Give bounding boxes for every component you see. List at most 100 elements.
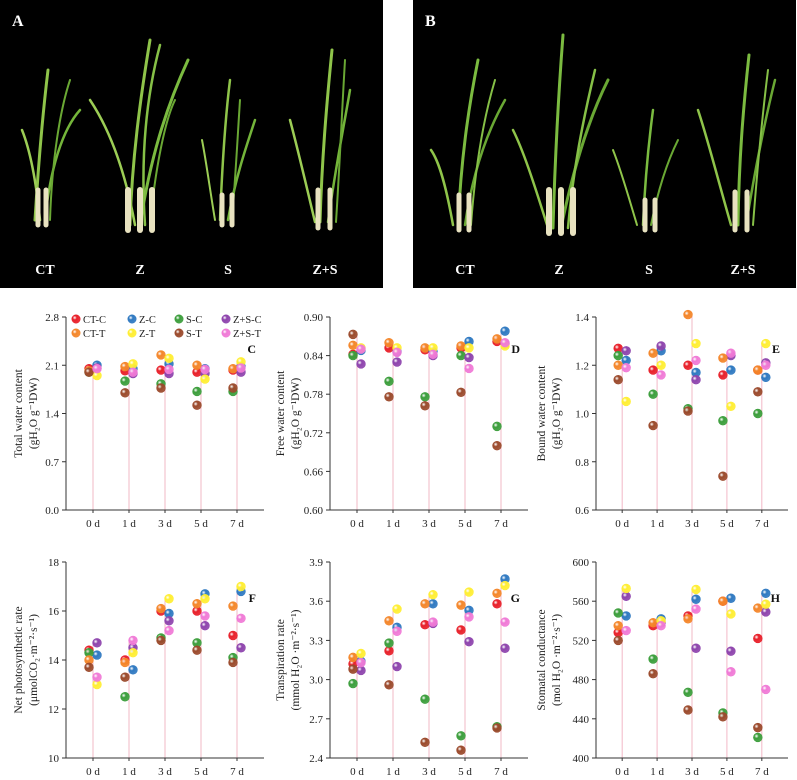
legend-label: CT-T — [83, 329, 106, 340]
data-point-zpluss-t — [356, 344, 366, 354]
y-tick-label: 3.0 — [309, 675, 323, 687]
y-tick-label: 12 — [48, 704, 59, 716]
data-point-s-t — [718, 712, 728, 722]
data-point-ct-t — [613, 360, 623, 370]
data-point-z-c — [761, 588, 771, 599]
data-point-s-t — [120, 388, 130, 398]
data-point-z-t — [761, 599, 771, 609]
data-point-z-t — [726, 401, 736, 411]
y-tick-label: 2.7 — [309, 714, 323, 726]
x-tick-label: 0 d — [86, 518, 100, 530]
data-point-s-t — [492, 440, 502, 451]
panel-letter: D — [511, 342, 520, 356]
x-tick-label: 3 d — [158, 766, 172, 778]
data-point-z-t — [128, 647, 138, 658]
data-point-s-t — [683, 705, 693, 715]
data-point-z-t — [500, 580, 510, 591]
data-point-s-t — [613, 635, 623, 646]
x-tick-label: 5 d — [458, 766, 472, 778]
plant-z-a — [88, 38, 190, 233]
y-tick-label: 2.8 — [45, 312, 59, 324]
x-tick-label: 5 d — [720, 518, 734, 530]
x-tick-label: 5 d — [194, 518, 208, 530]
panel-letter-a: A — [12, 13, 24, 30]
data-point-ct-c — [648, 365, 658, 375]
chart-c: 0.0 0.7 1.4 2.1 2.8 0 d 1 d 3 d 5 d 7 d C Total wat… — [13, 312, 264, 530]
y-tick-label: 0.66 — [304, 466, 324, 478]
plant-label-z-a: Z — [135, 263, 144, 278]
data-point-zpluss-t — [691, 355, 701, 366]
data-point-zpluss-t — [92, 672, 102, 682]
data-point-zpluss-c — [726, 646, 736, 656]
data-point-ct-t — [384, 338, 394, 348]
x-tick-label: 0 d — [615, 766, 629, 778]
data-point-ct-t — [492, 334, 502, 344]
x-tick-label: 7 d — [494, 518, 508, 530]
data-point-zpluss-t — [761, 360, 771, 370]
plant-label-z-b: Z — [554, 263, 563, 278]
data-point-zpluss-t — [500, 338, 510, 348]
y-tick-label: 2.1 — [45, 360, 59, 372]
y-tick-label: 16 — [48, 606, 60, 618]
data-point-z-t — [164, 594, 174, 604]
data-point-zpluss-t — [200, 611, 210, 621]
data-point-zpluss-c — [464, 637, 474, 647]
data-point-s-t — [192, 645, 202, 655]
data-point-s-t — [718, 471, 728, 481]
legend-marker — [127, 328, 137, 338]
data-point-s-c — [753, 408, 763, 419]
data-point-z-c — [726, 365, 736, 375]
data-point-zpluss-t — [464, 612, 474, 622]
legend-item-s-c: S-C — [174, 314, 202, 326]
y-tick-label: 3.6 — [309, 596, 323, 608]
x-tick-label: 3 d — [685, 766, 699, 778]
data-point-ct-c — [228, 630, 238, 641]
data-point-ct-c — [753, 633, 763, 644]
data-point-ct-c — [492, 599, 502, 609]
y-axis-title: Net photosynthetic rate (μmolCO₂·m⁻²·s⁻¹) — [13, 606, 40, 713]
legend-item-s-t: S-T — [174, 328, 202, 340]
data-point-z-t — [761, 338, 771, 349]
data-point-zpluss-t — [500, 617, 510, 627]
panel-letter: H — [771, 591, 781, 605]
data-point-s-t — [84, 367, 94, 377]
data-point-z-t — [691, 584, 701, 595]
data-point-zpluss-c — [236, 643, 246, 653]
data-point-z-t — [464, 343, 474, 353]
data-point-s-t — [456, 745, 466, 755]
data-point-s-c — [348, 678, 358, 689]
data-point-s-c — [192, 386, 202, 397]
data-point-zpluss-t — [691, 604, 701, 614]
data-point-zpluss-t — [236, 613, 246, 624]
data-point-zpluss-c — [500, 643, 510, 653]
y-tick-label: 520 — [573, 635, 590, 647]
data-point-ct-t — [384, 616, 394, 626]
plant-label-ct-a: CT — [35, 263, 55, 278]
x-tick-label: 0 d — [350, 518, 364, 530]
x-tick-label: 1 d — [122, 766, 136, 778]
data-point-zpluss-c — [392, 661, 402, 672]
data-point-zpluss-c — [761, 607, 771, 617]
panel-letter: E — [772, 342, 780, 356]
legend-item-z-t: Z-T — [127, 328, 156, 340]
data-point-ct-t — [456, 600, 466, 610]
data-point-ct-t — [348, 652, 358, 663]
data-point-zpluss-t — [236, 363, 246, 373]
y-tick-label: 3.3 — [309, 635, 323, 647]
y-axis-title-unit: (mmol H₂O ·m⁻²·s⁻¹) — [290, 609, 302, 710]
x-tick-label: 3 d — [422, 766, 436, 778]
x-tick-label: 7 d — [230, 766, 244, 778]
data-point-s-t — [613, 375, 623, 385]
x-tick-label: 0 d — [350, 766, 364, 778]
data-point-ct-t — [420, 343, 430, 353]
x-tick-label: 1 d — [386, 518, 400, 530]
data-point-s-c — [613, 608, 623, 618]
data-point-s-c — [420, 694, 430, 704]
y-tick-label: 0.90 — [304, 312, 324, 324]
plant-label-s-a: S — [224, 263, 232, 278]
data-point-zpluss-c — [621, 346, 631, 356]
data-point-zpluss-c — [200, 620, 210, 631]
y-tick-label: 0.0 — [45, 505, 59, 517]
data-point-ct-t — [420, 599, 430, 609]
